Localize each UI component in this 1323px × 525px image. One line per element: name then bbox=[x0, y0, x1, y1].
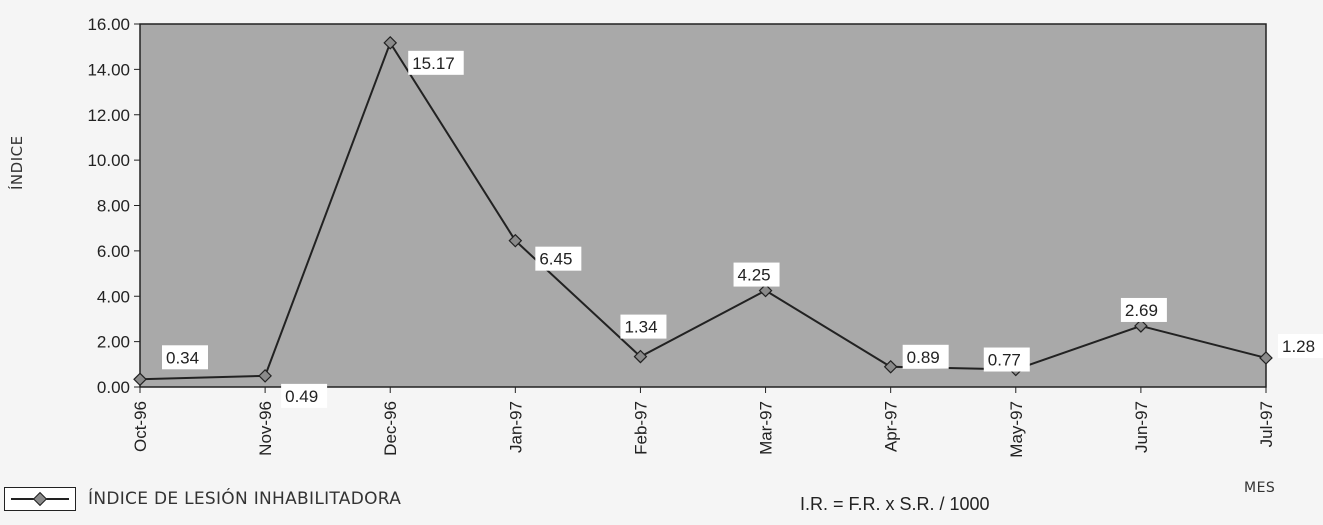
x-tick-label: Oct-96 bbox=[131, 401, 150, 452]
legend-swatch bbox=[4, 487, 76, 511]
data-label-bg bbox=[408, 50, 464, 75]
data-label: 15.17 bbox=[412, 54, 455, 73]
data-point bbox=[758, 283, 773, 298]
data-point bbox=[133, 372, 147, 387]
y-tick-label: 6.00 bbox=[97, 242, 130, 261]
y-tick-label: 0.00 bbox=[97, 378, 130, 397]
x-tick-label: Jan-97 bbox=[506, 401, 525, 453]
y-tick-label: 8.00 bbox=[97, 197, 130, 216]
data-label: 0.77 bbox=[988, 351, 1021, 370]
data-label-bg bbox=[281, 383, 328, 408]
data-label-bg bbox=[535, 246, 582, 271]
y-tick-label: 12.00 bbox=[87, 106, 130, 125]
data-label: 0.89 bbox=[907, 348, 940, 367]
x-tick-label: Dec-96 bbox=[381, 401, 400, 456]
series-line bbox=[139, 40, 1267, 381]
x-tick-label: Nov-96 bbox=[256, 401, 275, 456]
data-label: 2.69 bbox=[1125, 301, 1158, 320]
data-label: 1.28 bbox=[1282, 337, 1315, 356]
plot-area bbox=[139, 23, 1267, 388]
y-tick-label: 14.00 bbox=[87, 60, 130, 79]
data-point bbox=[508, 233, 523, 248]
data-point bbox=[383, 35, 398, 50]
y-tick-label: 10.00 bbox=[87, 151, 130, 170]
data-label-bg bbox=[1120, 297, 1167, 322]
data-label-bg bbox=[733, 262, 780, 287]
data-label: 6.45 bbox=[539, 250, 572, 269]
y-tick-label: 2.00 bbox=[97, 333, 130, 352]
data-label-bg bbox=[162, 345, 208, 370]
data-point bbox=[1134, 319, 1148, 333]
x-tick-label: Mar-97 bbox=[757, 401, 776, 455]
y-axis-label: ÍNDICE bbox=[8, 135, 26, 190]
data-point bbox=[633, 349, 648, 364]
formula-annotation: I.R. = F.R. x S.R. / 1000 bbox=[800, 494, 990, 514]
data-point bbox=[883, 359, 898, 374]
x-tick-label: Jun-97 bbox=[1132, 401, 1151, 453]
data-label-bg bbox=[902, 344, 949, 369]
x-tick-label: Feb-97 bbox=[631, 401, 650, 455]
data-label: 1.34 bbox=[624, 318, 657, 337]
data-label-bg bbox=[620, 314, 667, 339]
y-tick-label: 4.00 bbox=[97, 287, 130, 306]
data-label: 0.34 bbox=[166, 348, 199, 367]
data-label: 4.25 bbox=[738, 266, 771, 285]
data-label-bg bbox=[1278, 333, 1323, 358]
data-point bbox=[1259, 351, 1273, 365]
x-tick-label: May-97 bbox=[1007, 401, 1026, 458]
data-label: 0.49 bbox=[285, 387, 318, 406]
legend: ÍNDICE DE LESIÓN INHABILITADORA bbox=[4, 486, 401, 512]
x-tick-label: Jul-97 bbox=[1257, 401, 1276, 447]
x-tick-label: Apr-97 bbox=[882, 401, 901, 452]
data-label-bg bbox=[983, 347, 1030, 372]
legend-label: ÍNDICE DE LESIÓN INHABILITADORA bbox=[88, 489, 402, 509]
y-tick-label: 16.00 bbox=[87, 15, 130, 34]
x-axis-label: MES bbox=[1244, 480, 1276, 496]
legend-diamond-marker-icon bbox=[32, 491, 48, 507]
data-point bbox=[258, 369, 272, 383]
